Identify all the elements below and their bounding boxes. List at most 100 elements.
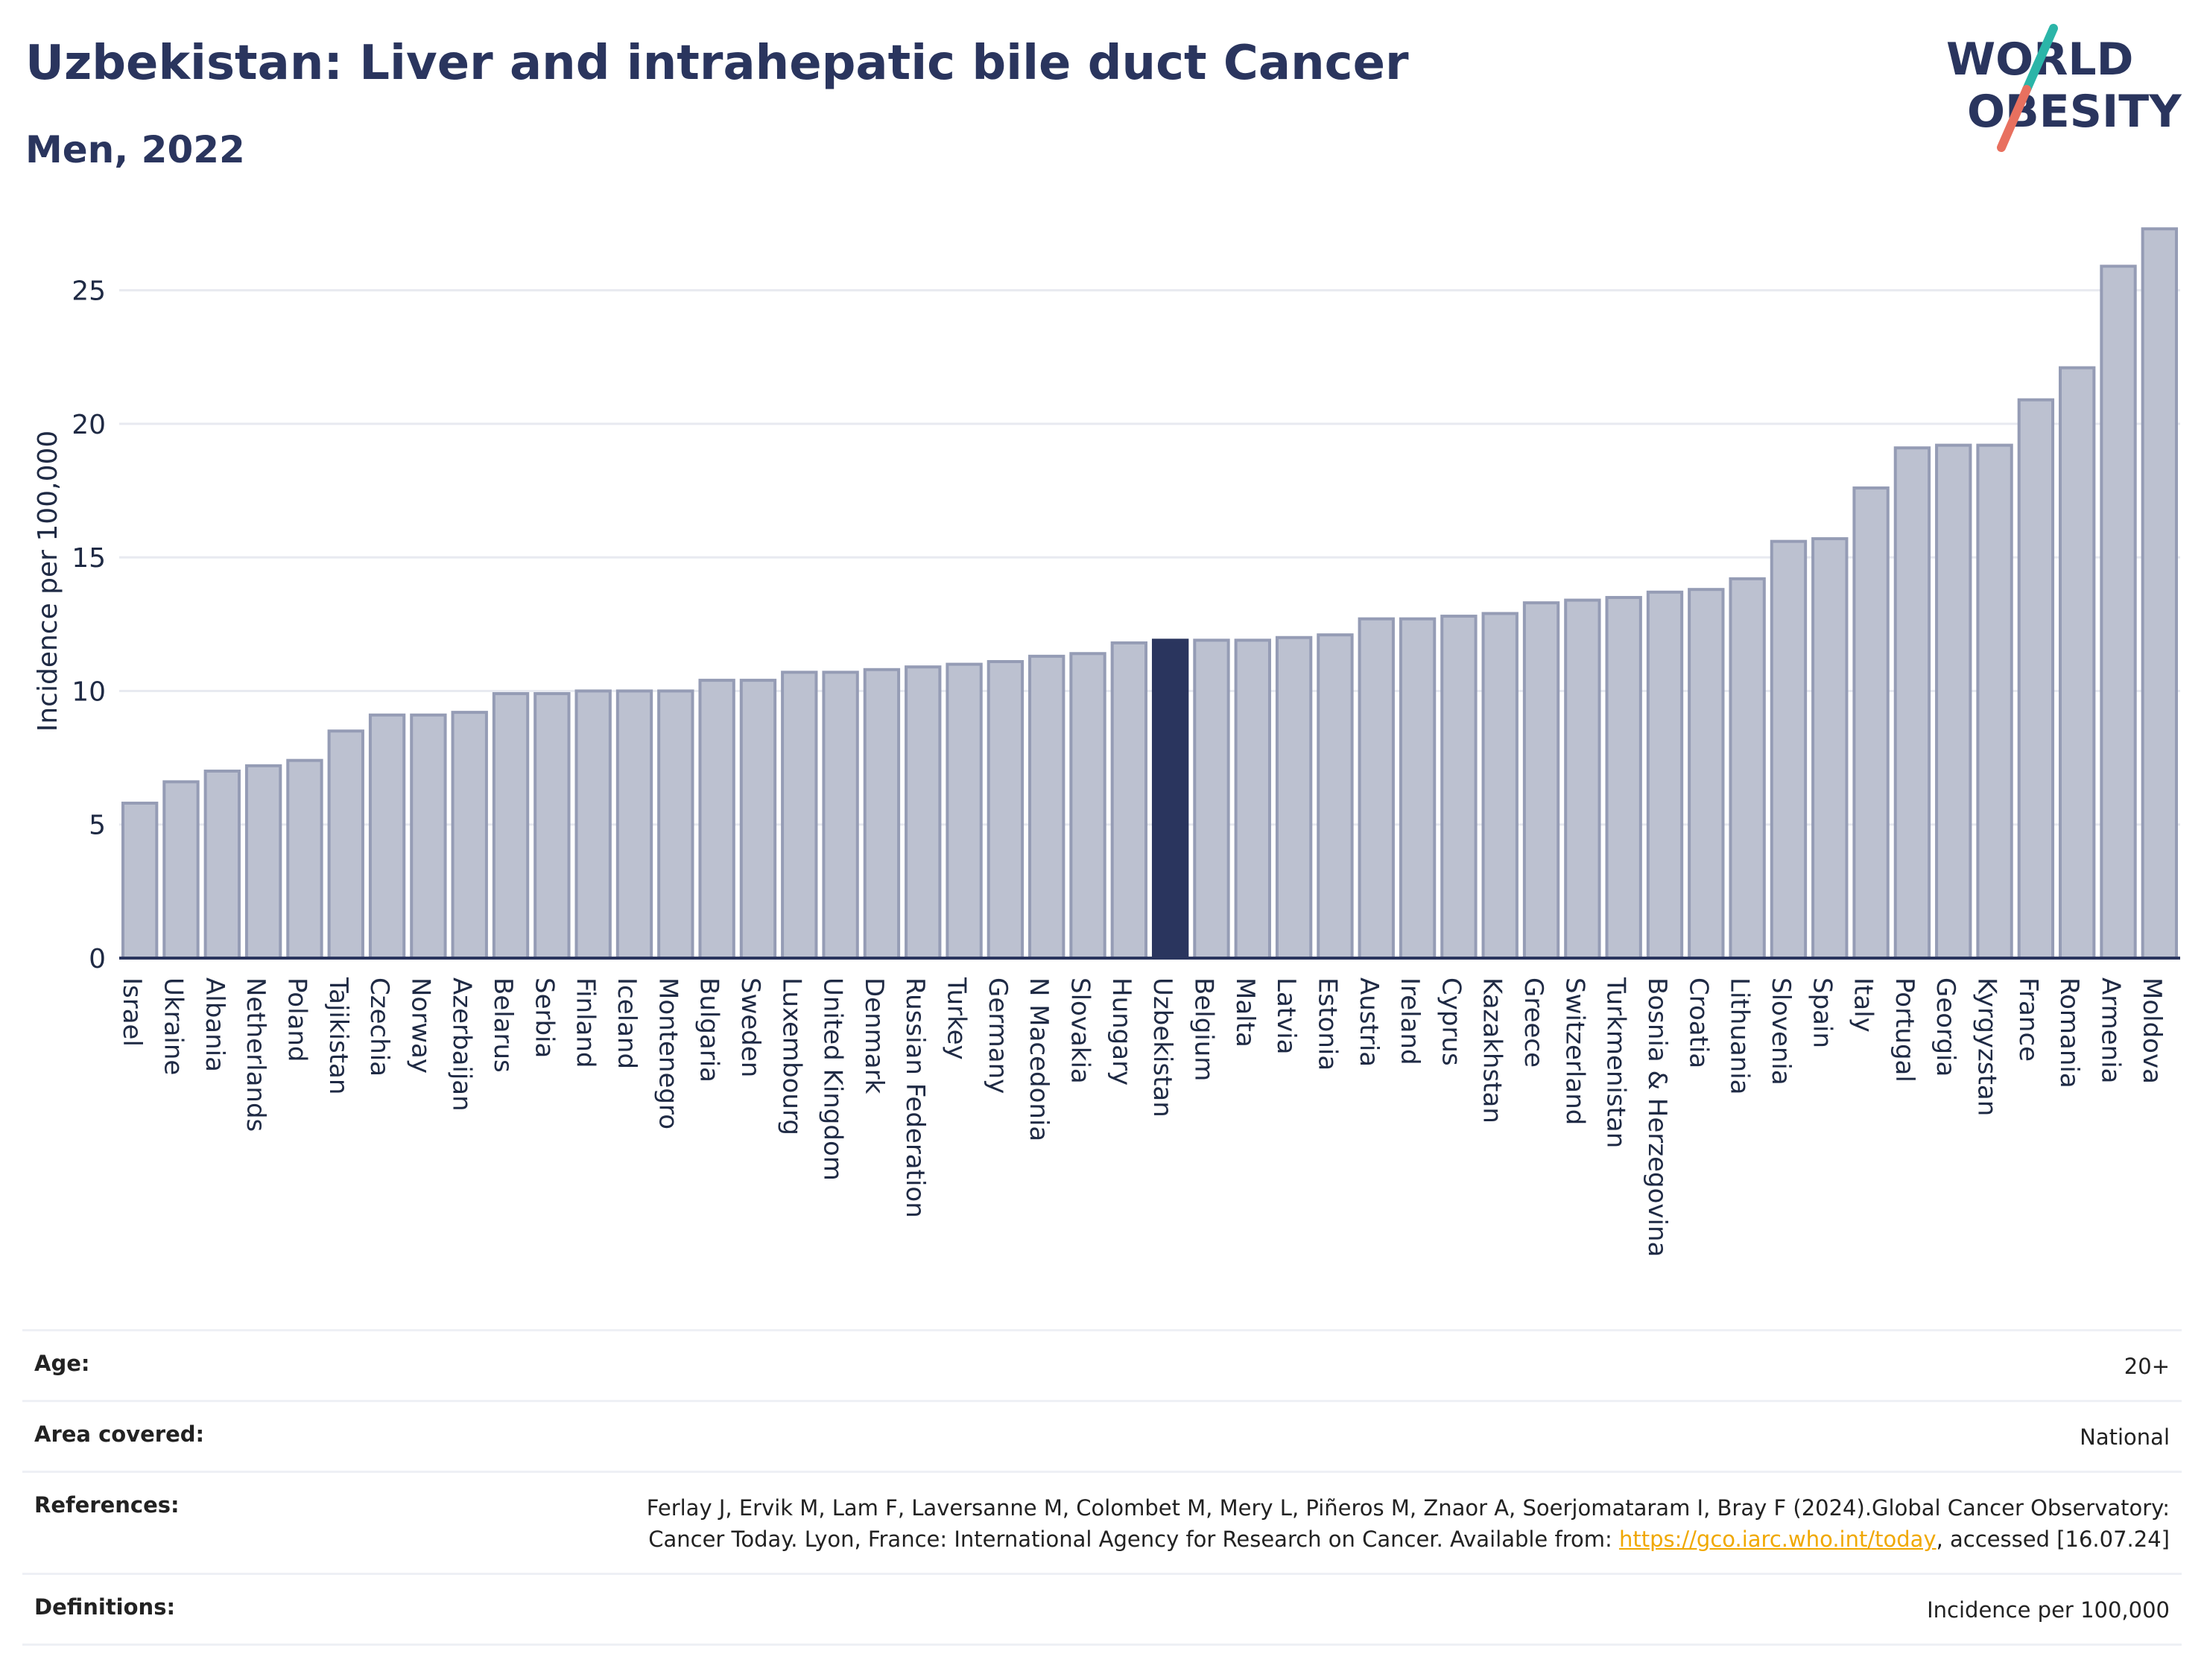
bar-kazakhstan [1481, 612, 1519, 960]
x-tick-label: Uzbekistan [1147, 977, 1177, 1118]
bar-armenia [2100, 264, 2137, 960]
bar-malta [1234, 638, 1271, 960]
x-tick-label: Italy [1849, 977, 1878, 1033]
y-tick-label: 15 [72, 543, 106, 574]
y-axis-label: Incidence per 100,000 [33, 431, 63, 732]
bar-spain [1811, 537, 1849, 960]
x-tick-label: Belarus [488, 977, 518, 1073]
bar-chart: 0 5 10 15 20 25 Israel Ukraine Albania Netherland… [33, 227, 2180, 1257]
definitions-label: Definitions: [34, 1594, 176, 1620]
x-tick-label: Montenegro [653, 977, 683, 1129]
bar-russian-federation [905, 665, 942, 960]
world-obesity-logo: WORLD OBESITY [1946, 24, 2182, 152]
references-link[interactable]: https://gco.iarc.who.int/today [1618, 1527, 1937, 1553]
x-tick-label: Cyprus [1436, 977, 1466, 1066]
y-tick-label: 20 [72, 410, 106, 440]
x-tick-label: Austria [1354, 977, 1384, 1067]
axes: 0 5 10 15 20 25 Israel Ukraine Albania Netherland… [72, 276, 2180, 1257]
bar-n-macedonia [1028, 654, 1065, 960]
y-tick-label: 25 [72, 276, 106, 307]
bar-switzerland [1564, 598, 1601, 960]
age-value: 20+ [2124, 1354, 2170, 1379]
bar-georgia [1935, 443, 1972, 960]
x-tick-label: Czechia [364, 977, 394, 1077]
bar-slovakia [1069, 652, 1106, 960]
references-label: References: [34, 1492, 180, 1518]
area-value: National [2080, 1424, 2170, 1451]
meta-row-area: Area covered: National [22, 1400, 2182, 1471]
x-tick-label: Germany [983, 977, 1013, 1094]
bar-azerbaijan [451, 711, 488, 960]
bar-serbia [533, 692, 571, 960]
x-tick-label: Estonia [1312, 977, 1342, 1071]
x-tick-label: Portugal [1890, 977, 1919, 1083]
x-tick-label: Moldova [2137, 977, 2167, 1084]
x-tick-label: Hungary [1106, 977, 1136, 1085]
bar-croatia [1688, 588, 1725, 960]
x-tick-label: United Kingdom [818, 977, 848, 1181]
x-tick-label: Kyrgyzstan [1972, 977, 2002, 1116]
x-tick-label: Luxembourg [776, 977, 806, 1135]
bar-bosnia-herzegovina [1646, 590, 1684, 960]
bar-sweden [739, 679, 777, 960]
chart-title: Uzbekistan: Liver and intrahepatic bile … [25, 36, 1409, 91]
x-tick-label: France [2013, 977, 2043, 1062]
x-tick-label: Denmark [859, 977, 889, 1094]
x-tick-label: Latvia [1271, 977, 1301, 1055]
logo-line-2: OBESITY [1967, 86, 2182, 138]
bar-tajikistan [327, 729, 364, 960]
bar-israel [121, 802, 159, 960]
references-value: Ferlay J, Ervik M, Lam F, Laversanne M, … [635, 1492, 2170, 1555]
x-tick-label: Turkey [942, 977, 972, 1060]
x-tick-label: Albania [200, 977, 229, 1072]
meta-row-age: Age: 20+ [22, 1329, 2182, 1400]
bar-turkmenistan [1605, 595, 1642, 960]
references-text-2: , accessed [16.07.24] [1936, 1527, 2170, 1553]
x-tick-label: Russian Federation [900, 977, 930, 1218]
y-tick-label: 0 [89, 944, 106, 974]
y-tick-label: 10 [72, 676, 106, 707]
meta-row-definitions: Definitions: Incidence per 100,000 [22, 1573, 2182, 1646]
x-tick-label: Malta [1230, 977, 1260, 1047]
x-tick-label: Georgia [1931, 977, 1960, 1077]
x-tick-label: Sweden [735, 977, 765, 1077]
metadata-table: Age: 20+ Area covered: National Referenc… [22, 1329, 2182, 1646]
x-tick-label: Norway [405, 977, 435, 1074]
bar-iceland [615, 689, 653, 960]
bar-lithuania [1729, 577, 1766, 960]
bar-germany [987, 660, 1025, 960]
bar-hungary [1110, 641, 1148, 960]
bar-luxembourg [781, 671, 818, 960]
bar-latvia [1275, 635, 1313, 960]
x-tick-label: Poland [282, 977, 311, 1062]
bar-cyprus [1440, 615, 1478, 960]
x-tick-label: Armenia [2096, 977, 2126, 1084]
x-tick-label: Bosnia & Herzegovina [1642, 977, 1672, 1257]
bar-moldova [2141, 227, 2179, 960]
bars [121, 227, 2179, 960]
logo-slash-bottom [1997, 85, 2031, 152]
x-tick-label: Spain [1807, 977, 1837, 1048]
references-text-1: Ferlay J, Ervik M, Lam F, Laversanne M, … [646, 1495, 2170, 1553]
logo-slash-top [2022, 24, 2058, 94]
bar-albania [203, 770, 241, 960]
bar-czechia [368, 713, 406, 960]
area-label: Area covered: [34, 1421, 205, 1448]
y-tick-label: 5 [89, 811, 106, 841]
bar-montenegro [657, 689, 694, 960]
age-label: Age: [34, 1351, 90, 1376]
x-tick-label: Kazakhstan [1478, 977, 1507, 1123]
bar-kyrgyzstan [1976, 443, 2013, 960]
bar-uzbekistan [1151, 638, 1189, 960]
bar-belgium [1193, 638, 1230, 960]
x-tick-label: Azerbaijan [447, 977, 477, 1112]
bar-austria [1358, 617, 1395, 960]
bar-italy [1852, 486, 1890, 960]
bar-finland [574, 689, 612, 960]
bar-estonia [1317, 633, 1354, 960]
x-tick-label: Serbia [529, 977, 559, 1058]
x-tick-label: Greece [1519, 977, 1548, 1068]
bar-greece [1522, 601, 1560, 960]
x-tick-label: Iceland [612, 977, 642, 1069]
x-tick-label: Slovakia [1065, 977, 1095, 1084]
